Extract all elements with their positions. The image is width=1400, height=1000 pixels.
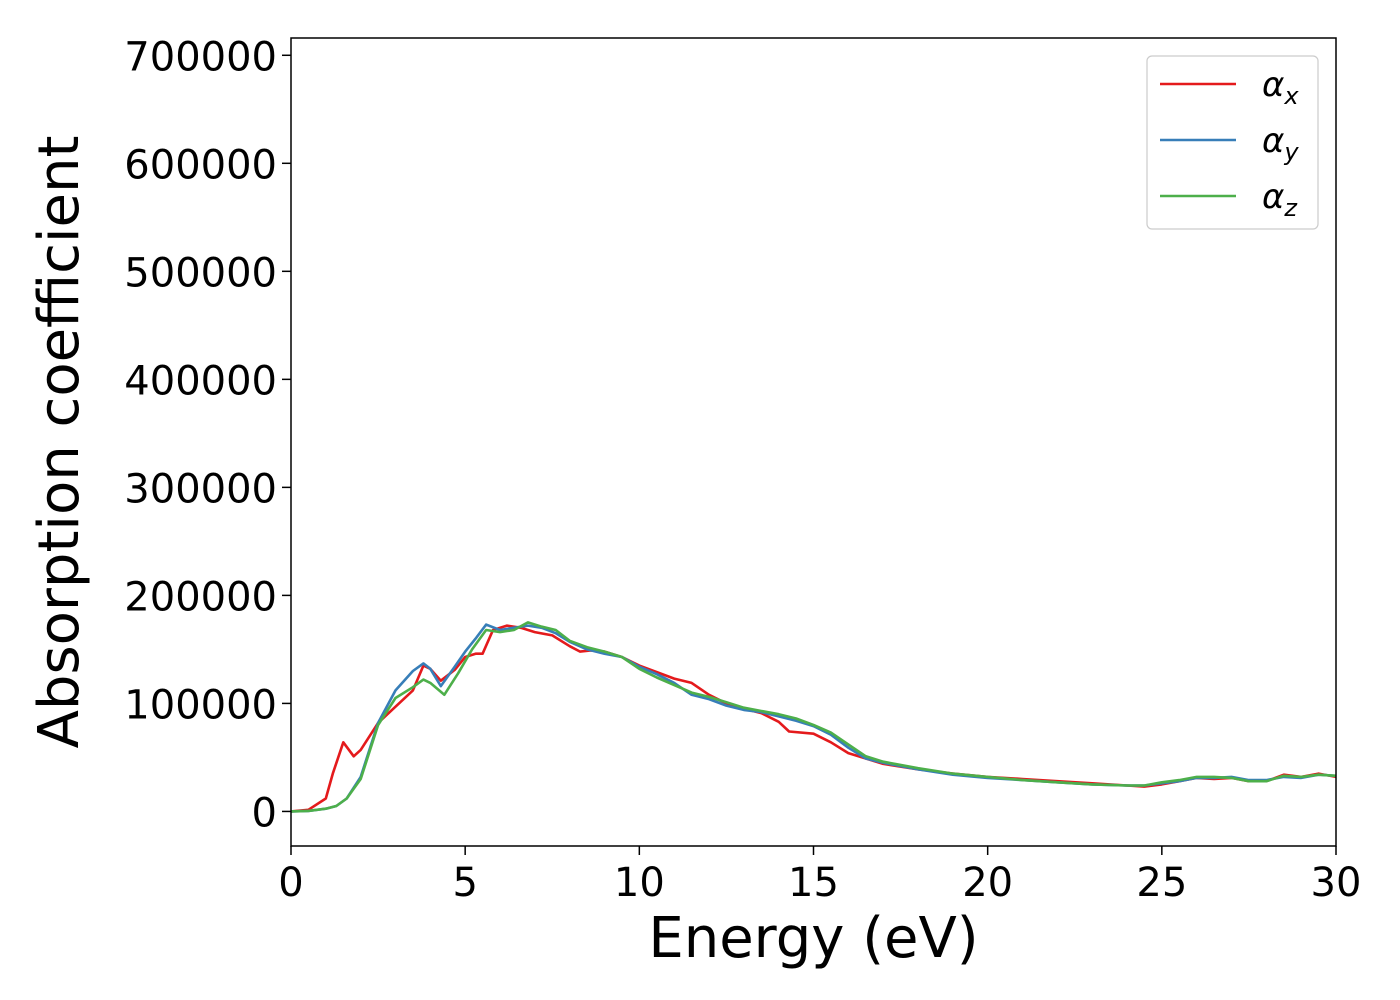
legend-label-subscript: z	[1283, 194, 1298, 222]
legend-label-name: α	[1262, 121, 1284, 161]
legend-label-name: α	[1262, 177, 1284, 217]
legend-label-z: αz	[1262, 177, 1298, 222]
x-tick-label: 10	[614, 860, 665, 906]
x-tick-label: 15	[788, 860, 839, 906]
legend-box	[1146, 55, 1319, 230]
x-axis-title: Energy (eV)	[648, 906, 978, 971]
x-axis: 0 5 10 15 20 25 30	[278, 846, 1361, 906]
legend-label-name: α	[1262, 65, 1284, 105]
x-tick-label: 5	[452, 860, 477, 906]
x-tick-label: 25	[1136, 860, 1187, 906]
y-tick-label: 400000	[124, 358, 277, 404]
x-tick-label: 20	[962, 860, 1013, 906]
legend-label-subscript: y	[1283, 138, 1299, 166]
y-tick-label: 300000	[124, 466, 277, 512]
y-tick-label: 500000	[124, 250, 277, 296]
x-tick-label: 30	[1311, 860, 1362, 906]
y-axis-title: Absorption coefficient	[27, 136, 92, 749]
y-tick-label: 0	[252, 790, 277, 836]
series-lines	[291, 621, 1336, 813]
legend-label-subscript: x	[1283, 82, 1299, 110]
y-axis: 0 100000 200000 300000 400000 500000 600000 700…	[124, 34, 291, 836]
y-tick-label: 100000	[124, 682, 277, 728]
series-line-y	[291, 623, 1336, 813]
y-tick-label: 700000	[124, 34, 277, 80]
legend-label-y: αy	[1262, 121, 1299, 166]
legend-label-x: αx	[1262, 65, 1299, 110]
series-line-z	[291, 621, 1336, 813]
y-tick-label: 600000	[124, 142, 277, 188]
y-tick-label: 200000	[124, 574, 277, 620]
series-line-x	[291, 624, 1336, 813]
x-tick-label: 0	[278, 860, 303, 906]
